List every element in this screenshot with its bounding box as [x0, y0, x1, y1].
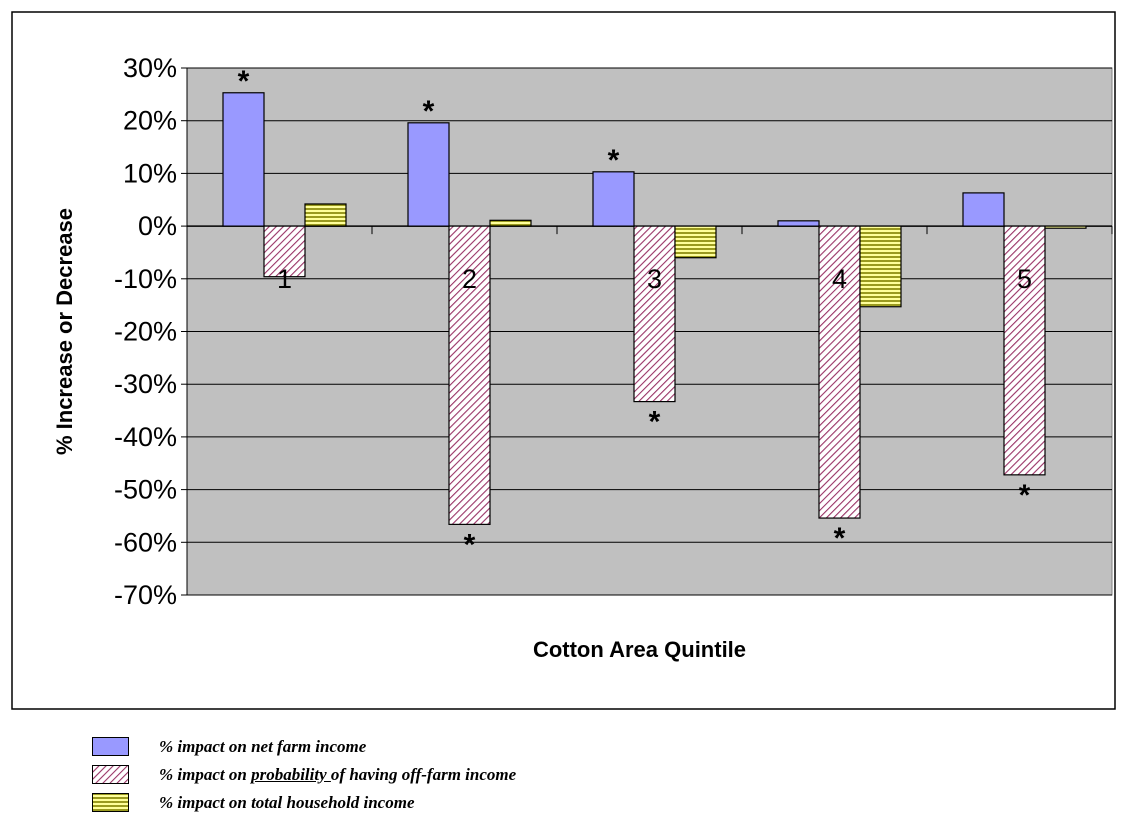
bar-series-3-cat-4 [859, 225, 902, 308]
category-labels: 1 2 3 4 5 [277, 264, 1032, 294]
bar-series-1-cat-3 [592, 171, 635, 227]
legend-swatch-diagonal [92, 765, 129, 784]
category-label: 4 [832, 264, 847, 294]
x-axis-title: Cotton Area Quintile [533, 637, 746, 662]
significance-star: * [649, 406, 661, 439]
bar-series-1-cat-4 [777, 220, 820, 227]
bar-series-2-cat-2 [448, 225, 491, 525]
bar-series-2-cat-1 [263, 225, 306, 278]
legend-label: % impact on net farm income [159, 736, 367, 756]
legend-item-off-farm-probability: % impact on probability of having off-fa… [92, 762, 516, 787]
category-label: 5 [1017, 264, 1032, 294]
legend-label: % impact on probability of having off-fa… [159, 764, 517, 784]
gridlines [181, 67, 1112, 596]
bar-series-2-cat-5 [1003, 225, 1046, 476]
category-label: 2 [462, 264, 477, 294]
legend-label: % impact on total household income [159, 792, 415, 812]
y-tick-label: -50% [114, 475, 177, 505]
bar-series-3-cat-2 [489, 219, 532, 227]
category-label: 1 [277, 264, 292, 294]
y-tick-label: 0% [138, 211, 177, 241]
bar-series-1-cat-1 [222, 92, 265, 227]
y-tick-labels: 30% 20% 10% 0% -10% -20% -30% -40% -50% -60% -70% [114, 53, 177, 610]
bar-series-2-cat-3 [633, 225, 676, 403]
category-label: 3 [647, 264, 662, 294]
legend-swatch-horizontal [92, 793, 129, 812]
y-tick-label: 30% [123, 53, 177, 83]
y-tick-label: -40% [114, 422, 177, 452]
legend: % impact on net farm income % impact on … [92, 734, 516, 818]
bars [222, 92, 1087, 525]
y-tick-label: 10% [123, 158, 177, 188]
significance-star: * [423, 95, 435, 128]
y-tick-label: -20% [114, 317, 177, 347]
y-tick-label: -70% [114, 580, 177, 610]
significance-star: * [464, 528, 476, 561]
y-tick-label: -10% [114, 264, 177, 294]
significance-star: * [834, 522, 846, 555]
y-tick-label: 20% [123, 106, 177, 136]
bar-series-2-cat-4 [818, 225, 861, 519]
significance-markers: * * * * * * * [238, 65, 1031, 562]
legend-item-net-farm-income: % impact on net farm income [92, 734, 516, 759]
bar-series-1-cat-5 [962, 192, 1005, 227]
y-axis-title: % Increase or Decrease [52, 208, 77, 455]
y-tick-label: -60% [114, 527, 177, 557]
significance-star: * [608, 144, 620, 177]
legend-swatch-solid [92, 737, 129, 756]
y-tick-label: -30% [114, 369, 177, 399]
bar-series-1-cat-2 [407, 122, 450, 227]
bar-series-3-cat-5 [1044, 225, 1087, 229]
legend-item-household-income: % impact on total household income [92, 790, 516, 815]
significance-star: * [1019, 479, 1031, 512]
significance-star: * [238, 65, 250, 98]
bar-series-3-cat-3 [674, 225, 717, 259]
bar-series-3-cat-1 [304, 203, 347, 227]
